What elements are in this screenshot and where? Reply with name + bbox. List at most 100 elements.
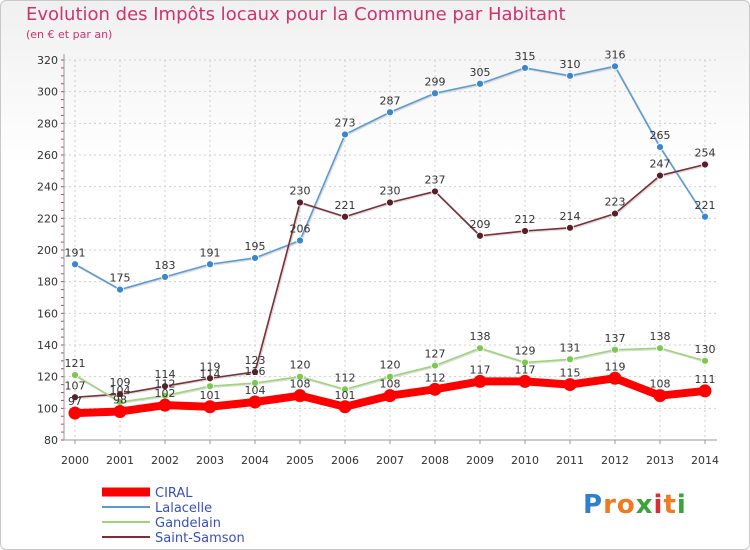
- x-tick-label: 2006: [331, 454, 359, 467]
- data-point-ciral: [158, 398, 172, 412]
- data-point-gandelain: [521, 358, 529, 367]
- data-label-gandelain: 112: [155, 378, 176, 391]
- logo-letter: i: [653, 490, 664, 520]
- data-label-gandelain: 121: [65, 357, 86, 370]
- data-point-ciral: [293, 389, 307, 403]
- data-label-ciral: 108: [290, 378, 311, 391]
- legend-label-saint-samson: Saint-Samson: [155, 531, 245, 546]
- data-point-lalacelle: [296, 236, 304, 245]
- y-tick-label: 140: [37, 339, 58, 352]
- data-label-ciral: 102: [155, 387, 176, 400]
- data-label-gandelain: 138: [650, 330, 671, 343]
- data-label-lalacelle: 273: [335, 116, 356, 129]
- data-label-lalacelle: 316: [605, 48, 626, 61]
- x-tick-label: 2004: [241, 454, 269, 467]
- data-point-lalacelle: [206, 260, 214, 269]
- data-label-ciral: 108: [650, 378, 671, 391]
- data-label-gandelain: 112: [335, 371, 356, 384]
- data-point-saint-samson: [296, 198, 304, 207]
- data-label-saint-samson: 214: [560, 210, 581, 223]
- data-label-saint-samson: 237: [425, 173, 446, 186]
- data-label-gandelain: 129: [515, 344, 536, 357]
- y-tick-label: 220: [37, 212, 58, 225]
- data-label-ciral: 117: [470, 363, 491, 376]
- data-label-ciral: 101: [335, 389, 356, 402]
- data-label-gandelain: 116: [245, 365, 266, 378]
- legend-label-ciral: CIRAL: [155, 486, 193, 501]
- data-labels: 191 175 183 191 195 206 273 287 299 305 315 310 316 2…: [65, 48, 716, 408]
- data-point-gandelain: [251, 379, 259, 387]
- y-tick-label: 280: [37, 117, 58, 130]
- data-point-lalacelle: [701, 212, 709, 221]
- y-tick-label: 180: [37, 276, 58, 289]
- y-tick-label: 120: [37, 371, 58, 384]
- data-point-lalacelle: [161, 273, 169, 281]
- x-tick-label: 2014: [691, 454, 719, 467]
- x-tick-label: 2000: [61, 454, 89, 467]
- x-tick-label: 2009: [466, 454, 494, 467]
- data-point-gandelain: [206, 382, 214, 391]
- data-label-lalacelle: 265: [650, 129, 671, 142]
- logo-letter: o: [616, 490, 636, 520]
- logo-letter: t: [663, 490, 677, 520]
- data-point-ciral: [653, 389, 667, 403]
- data-label-gandelain: 130: [695, 343, 716, 356]
- data-label-lalacelle: 206: [290, 223, 311, 236]
- legend-label-gandelain: Gandelain: [155, 516, 221, 531]
- data-label-gandelain: 137: [605, 332, 626, 345]
- x-tick-label: 2010: [511, 454, 539, 467]
- data-label-saint-samson: 247: [650, 158, 671, 171]
- data-point-saint-samson: [386, 198, 394, 207]
- data-label-lalacelle: 221: [695, 199, 716, 212]
- data-point-ciral: [698, 384, 712, 398]
- data-point-lalacelle: [476, 79, 484, 88]
- x-tick-label: 2003: [196, 454, 224, 467]
- data-label-ciral: 104: [245, 384, 266, 397]
- logo-letter: i: [676, 490, 687, 520]
- data-label-ciral: 111: [695, 373, 716, 386]
- data-point-lalacelle: [71, 260, 79, 269]
- data-label-saint-samson: 109: [110, 376, 131, 389]
- data-point-ciral: [383, 389, 397, 403]
- data-point-lalacelle: [251, 254, 259, 262]
- data-label-ciral: 119: [605, 360, 626, 373]
- y-tick-label: 200: [37, 244, 58, 257]
- data-point-saint-samson: [206, 374, 214, 383]
- data-label-gandelain: 114: [200, 368, 221, 381]
- data-point-saint-samson: [71, 393, 79, 402]
- data-label-gandelain: 120: [290, 359, 311, 372]
- data-point-saint-samson: [431, 187, 439, 196]
- data-point-saint-samson: [116, 390, 124, 398]
- data-point-ciral: [608, 371, 622, 385]
- data-point-gandelain: [656, 344, 664, 353]
- data-point-saint-samson: [611, 209, 619, 218]
- data-label-saint-samson: 114: [155, 368, 176, 381]
- x-tick-label: 2002: [151, 454, 179, 467]
- data-point-gandelain: [71, 371, 79, 379]
- data-label-lalacelle: 175: [110, 272, 131, 285]
- data-label-lalacelle: 305: [470, 66, 491, 79]
- x-tick-label: 2013: [646, 454, 674, 467]
- data-label-gandelain: 104: [110, 384, 131, 397]
- data-point-saint-samson: [566, 223, 574, 232]
- data-label-saint-samson: 107: [65, 379, 86, 392]
- data-label-lalacelle: 183: [155, 259, 176, 272]
- y-tick-label: 100: [37, 402, 58, 415]
- y-tick-label: 260: [37, 149, 58, 162]
- y-tick-label: 320: [37, 54, 58, 67]
- x-tick-label: 2011: [556, 454, 584, 467]
- data-point-gandelain: [476, 344, 484, 353]
- data-point-lalacelle: [386, 108, 394, 117]
- data-label-saint-samson: 230: [380, 185, 401, 198]
- data-point-saint-samson: [701, 160, 709, 169]
- logo-letter: x: [635, 490, 654, 520]
- data-point-gandelain: [341, 385, 349, 394]
- x-tick-label: 2012: [601, 454, 629, 467]
- data-label-saint-samson: 254: [695, 147, 716, 160]
- data-point-ciral: [338, 400, 352, 414]
- data-point-saint-samson: [476, 231, 484, 240]
- data-label-ciral: 117: [515, 363, 536, 376]
- data-label-lalacelle: 310: [560, 58, 581, 71]
- data-point-saint-samson: [161, 382, 169, 391]
- axes: 80 100 120 140 160 180 200 220 240 260 280 300 320 20…: [37, 54, 719, 467]
